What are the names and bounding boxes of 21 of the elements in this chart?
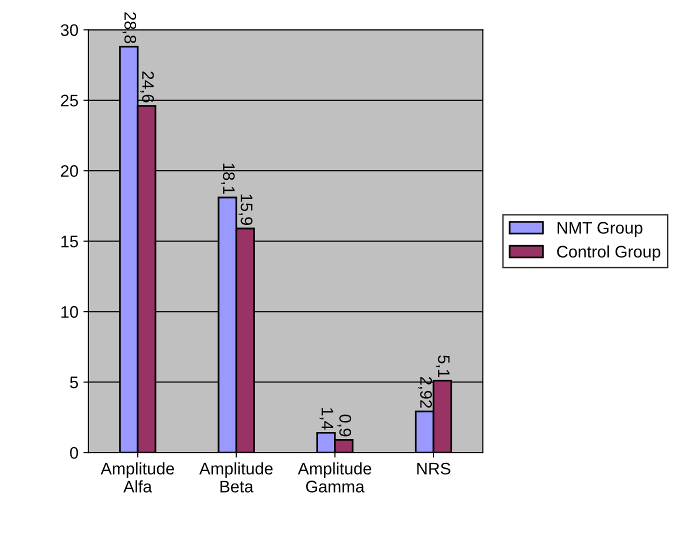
data-label: 1,4 bbox=[320, 408, 334, 430]
data-label: 0,9 bbox=[337, 414, 352, 436]
data-label: 18,1 bbox=[220, 164, 235, 194]
data-label: 5,1 bbox=[436, 355, 450, 378]
data-label: 24,6 bbox=[140, 72, 154, 102]
y-tick-label: 30 bbox=[60, 24, 78, 36]
legend-label: NMT Group bbox=[558, 222, 642, 238]
data-label: 28,8 bbox=[122, 12, 136, 44]
y-tick-label: 0 bbox=[70, 446, 78, 459]
data-label: 2,92 bbox=[418, 377, 432, 408]
y-tick-label: 10 bbox=[61, 306, 78, 318]
x-tick-label: NRS bbox=[417, 462, 450, 475]
x-tick-label: Amplitude Gamma bbox=[298, 462, 372, 492]
y-tick-label: 15 bbox=[61, 236, 78, 248]
y-tick-label: 25 bbox=[60, 94, 78, 106]
x-tick-label: Amplitude Beta bbox=[199, 462, 273, 492]
legend-label: Control Group bbox=[557, 245, 660, 261]
data-label: 15,9 bbox=[238, 194, 252, 225]
x-tick-label: Amplitude Alfa bbox=[100, 462, 174, 492]
y-tick-label: 5 bbox=[70, 376, 78, 388]
y-tick-label: 20 bbox=[60, 165, 78, 177]
